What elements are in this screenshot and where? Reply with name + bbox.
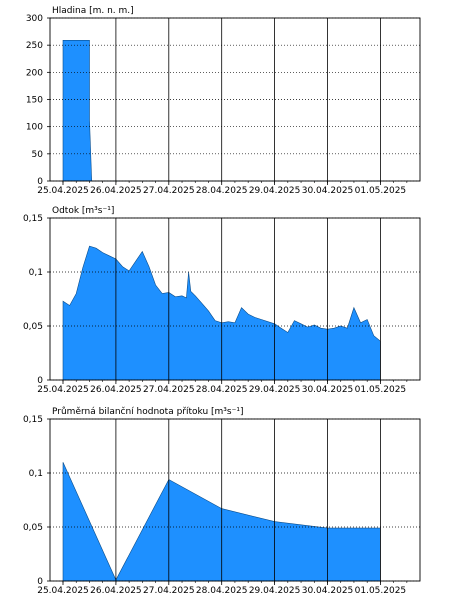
plot-frame bbox=[49, 217, 421, 381]
plot-area bbox=[50, 18, 420, 181]
x-tick-label: 29.04.2025 bbox=[249, 586, 301, 596]
chart-title: Hladina [m. n. m.] bbox=[52, 6, 134, 16]
y-tick-label: 100 bbox=[26, 123, 43, 133]
series-area bbox=[62, 245, 381, 381]
x-tick-label: 30.04.2025 bbox=[302, 186, 354, 196]
x-tick-label: 29.04.2025 bbox=[249, 385, 301, 395]
y-tick-label: 150 bbox=[26, 96, 43, 106]
y-tick-label: 0,15 bbox=[23, 415, 43, 425]
x-tick-label: 25.04.2025 bbox=[37, 586, 89, 596]
plot-frame bbox=[49, 17, 421, 182]
chart-3: Průměrná bilanční hodnota přítoku [m³s⁻¹… bbox=[23, 406, 421, 596]
y-tick-label: 0 bbox=[37, 376, 43, 386]
y-tick-label: 0,05 bbox=[23, 523, 43, 533]
y-tick-label: 0,1 bbox=[29, 469, 43, 479]
x-tick-label: 28.04.2025 bbox=[196, 385, 248, 395]
x-tick-label: 28.04.2025 bbox=[196, 186, 248, 196]
y-tick-label: 0,15 bbox=[23, 214, 43, 224]
chart-1: Hladina [m. n. m.] 0 50 100 150 200 250 300 25.0… bbox=[26, 6, 421, 196]
y-tick-label: 0,05 bbox=[23, 322, 43, 332]
plot-frame bbox=[49, 418, 421, 582]
x-tick-label: 25.04.2025 bbox=[37, 385, 89, 395]
x-tick-label: 30.04.2025 bbox=[302, 586, 354, 596]
chart-title: Průměrná bilanční hodnota přítoku [m³s⁻¹… bbox=[52, 406, 243, 417]
y-tick-label: 200 bbox=[26, 68, 43, 78]
x-tick-label: 26.04.2025 bbox=[90, 186, 142, 196]
y-tick-label: 50 bbox=[32, 150, 44, 160]
x-tick-label: 26.04.2025 bbox=[90, 586, 142, 596]
y-tick-label: 0,1 bbox=[29, 268, 43, 278]
x-tick-label: 30.04.2025 bbox=[302, 385, 354, 395]
x-tick-label: 29.04.2025 bbox=[249, 186, 301, 196]
y-tick-label: 250 bbox=[26, 41, 43, 51]
series-area bbox=[62, 40, 381, 182]
x-tick-label: 01.05.2025 bbox=[355, 186, 407, 196]
x-tick-label: 26.04.2025 bbox=[90, 385, 142, 395]
chart-title: Odtok [m³s⁻¹] bbox=[52, 206, 114, 216]
x-tick-label: 28.04.2025 bbox=[196, 586, 248, 596]
x-tick-label: 27.04.2025 bbox=[143, 186, 195, 196]
x-tick-label: 01.05.2025 bbox=[355, 385, 407, 395]
x-tick-label: 27.04.2025 bbox=[143, 385, 195, 395]
x-tick-label: 25.04.2025 bbox=[37, 186, 89, 196]
y-tick-label: 300 bbox=[26, 14, 43, 24]
x-tick-label: 01.05.2025 bbox=[355, 586, 407, 596]
chart-2: Odtok [m³s⁻¹] 0 0,05 0,1 0,15 25.04.2025 26.04… bbox=[23, 206, 421, 395]
y-tick-label: 0 bbox=[37, 577, 43, 587]
y-tick-label: 0 bbox=[37, 177, 43, 187]
x-tick-label: 27.04.2025 bbox=[143, 586, 195, 596]
